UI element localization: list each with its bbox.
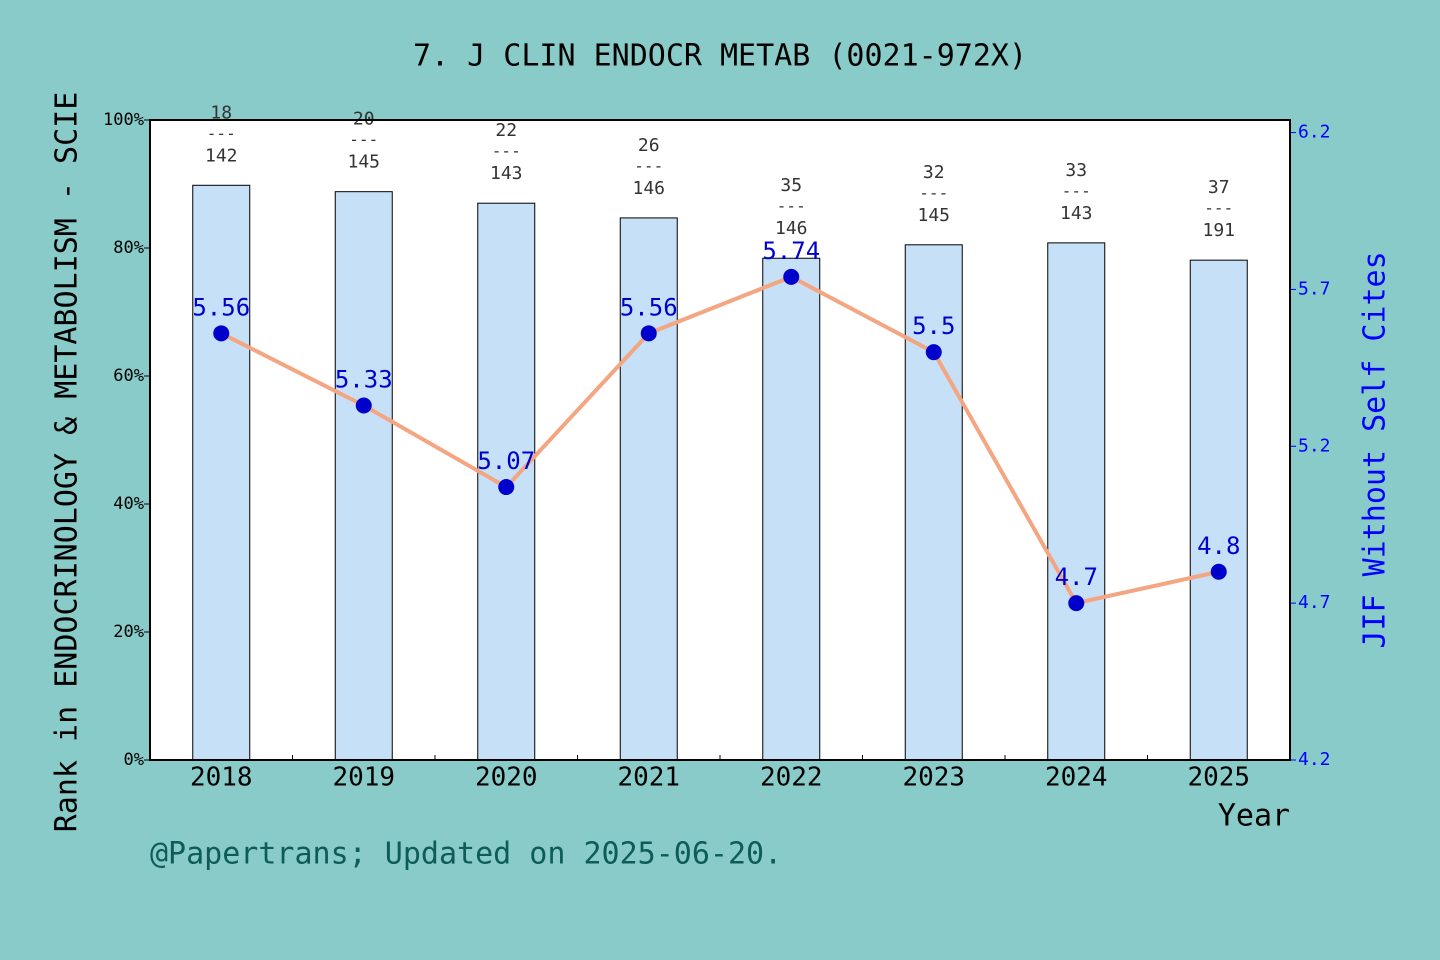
y-tick-label: 100% bbox=[103, 110, 144, 130]
value-label: 5.5 bbox=[912, 312, 955, 340]
rank-label: 33 bbox=[1065, 160, 1087, 181]
x-tick-label: 2019 bbox=[332, 763, 395, 793]
rank-label: 35 bbox=[780, 175, 802, 196]
line bbox=[220, 274, 1220, 606]
total-label: 145 bbox=[347, 152, 380, 173]
line-marker bbox=[213, 325, 230, 342]
x-tick-label: 2022 bbox=[760, 763, 823, 793]
total-label: 143 bbox=[490, 163, 523, 184]
x-tick-label: 2021 bbox=[617, 763, 680, 793]
value-label: 4.7 bbox=[1055, 563, 1098, 591]
x-tick-label: 2020 bbox=[475, 763, 538, 793]
rank-separator: --- bbox=[1204, 199, 1233, 218]
line-marker bbox=[783, 268, 800, 285]
rank-label: 18 bbox=[210, 102, 232, 123]
y2-tick-label: 4.2 bbox=[1298, 749, 1331, 770]
rank-separator: --- bbox=[207, 124, 236, 143]
value-label: 5.56 bbox=[192, 293, 250, 321]
y-tick-label: 20% bbox=[113, 622, 144, 642]
total-label: 145 bbox=[917, 205, 950, 226]
y2-tick-label: 4.7 bbox=[1298, 592, 1331, 613]
x-tick-label: 2025 bbox=[1187, 763, 1250, 793]
bar bbox=[762, 257, 821, 761]
rank-separator: --- bbox=[777, 197, 806, 216]
value-label: 5.74 bbox=[762, 237, 820, 265]
bar bbox=[904, 244, 963, 761]
x-tick-label: 2018 bbox=[190, 763, 253, 793]
rank-label: 22 bbox=[495, 120, 517, 141]
x-tick-label: 2024 bbox=[1045, 763, 1108, 793]
plot-area bbox=[150, 120, 1290, 760]
line-marker bbox=[355, 397, 372, 414]
y-tick-label: 60% bbox=[113, 366, 144, 386]
x-axis-label: Year bbox=[1218, 799, 1290, 834]
value-label: 5.33 bbox=[335, 365, 393, 393]
y2-tick-label: 6.2 bbox=[1298, 122, 1331, 143]
bar bbox=[1189, 259, 1248, 761]
line-marker bbox=[925, 344, 942, 361]
y-tick-label: 0% bbox=[124, 750, 144, 770]
value-label: 5.07 bbox=[477, 447, 535, 475]
rank-separator: --- bbox=[634, 156, 663, 175]
line-marker bbox=[498, 479, 515, 496]
line-marker bbox=[1210, 563, 1227, 580]
total-label: 146 bbox=[775, 218, 808, 239]
y2-tick-label: 5.7 bbox=[1298, 278, 1331, 299]
total-label: 142 bbox=[205, 145, 238, 166]
bar bbox=[192, 184, 251, 761]
y2-axis-label: JIF Without Self Cites bbox=[1358, 251, 1393, 648]
chart-title: 7. J CLIN ENDOCR METAB (0021-972X) bbox=[413, 39, 1027, 74]
y-tick-label: 40% bbox=[113, 494, 144, 514]
y2-tick-label: 5.2 bbox=[1298, 435, 1331, 456]
rank-separator: --- bbox=[349, 130, 378, 149]
y-tick-label: 80% bbox=[113, 238, 144, 258]
rank-separator: --- bbox=[492, 142, 521, 161]
line-marker bbox=[640, 325, 657, 342]
total-label: 143 bbox=[1060, 203, 1093, 224]
rank-label: 37 bbox=[1208, 177, 1230, 198]
value-label: 5.56 bbox=[620, 293, 678, 321]
total-label: 146 bbox=[632, 178, 665, 199]
value-label: 4.8 bbox=[1197, 532, 1240, 560]
x-tick-label: 2023 bbox=[902, 763, 965, 793]
rank-label: 26 bbox=[638, 135, 660, 156]
total-label: 191 bbox=[1202, 220, 1235, 241]
bar bbox=[1047, 242, 1106, 761]
footer: @Papertrans; Updated on 2025-06-20. bbox=[150, 837, 782, 872]
bar bbox=[619, 217, 678, 761]
rank-label: 32 bbox=[923, 162, 945, 183]
bar bbox=[334, 191, 393, 761]
rank-separator: --- bbox=[1062, 181, 1091, 200]
rank-separator: --- bbox=[919, 183, 948, 202]
y-axis-label: Rank in ENDOCRINOLOGY & METABOLISM - SCI… bbox=[50, 92, 85, 833]
line-marker bbox=[1068, 595, 1085, 612]
